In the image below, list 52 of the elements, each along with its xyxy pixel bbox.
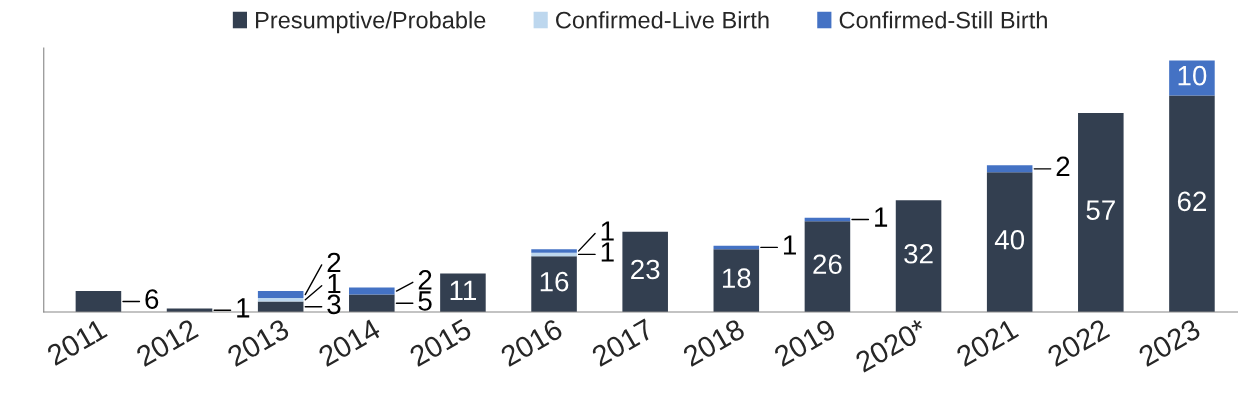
x-tick-label: 2018	[681, 318, 746, 368]
data-label: 2	[1056, 156, 1070, 177]
bar	[349, 287, 395, 295]
x-tick-label: 2021	[955, 318, 1020, 368]
bar	[986, 172, 1033, 312]
x-tick-label: 2014	[317, 317, 382, 368]
bar	[1169, 95, 1215, 312]
data-label: 1	[237, 298, 250, 318]
data-label: 1	[601, 221, 614, 241]
x-tick-label: 2016	[499, 318, 564, 368]
data-label: 6	[145, 289, 159, 309]
x-tick-label: 2013	[226, 318, 291, 368]
data-label: 2	[418, 270, 432, 290]
data-label: 2	[327, 252, 341, 273]
x-tick-label: 2022	[1046, 318, 1111, 368]
bar	[986, 165, 1033, 173]
bar	[622, 231, 668, 312]
x-tick-label: 2015	[408, 318, 473, 368]
bar	[349, 294, 395, 312]
data-label: 1	[783, 235, 796, 255]
data-label: 57	[1086, 200, 1115, 220]
legend-label: Confirmed-Still Birth	[839, 11, 1047, 29]
legend-label: Presumptive/Probable	[256, 11, 486, 34]
bar	[804, 221, 851, 312]
data-label: 1	[601, 242, 614, 262]
data-label: 32	[904, 243, 933, 264]
bar	[75, 291, 122, 312]
data-label: 3	[327, 294, 341, 315]
data-label: 26	[813, 254, 842, 275]
bar	[895, 200, 942, 312]
data-label: 40	[994, 229, 1025, 250]
bar	[257, 291, 304, 299]
data-label: 62	[1177, 191, 1206, 212]
data-label: 16	[540, 271, 569, 292]
legend-label: Confirmed-Live Birth	[556, 11, 769, 29]
bar	[531, 256, 577, 312]
data-label: 10	[1178, 65, 1207, 86]
bar	[1078, 112, 1124, 312]
data-label: 23	[631, 259, 660, 280]
data-label: 1	[328, 273, 341, 293]
bar	[257, 298, 304, 302]
x-tick-label: 2017	[590, 318, 655, 368]
x-tick-label: 2023	[1137, 318, 1202, 368]
bar	[713, 249, 760, 312]
bar	[531, 249, 577, 253]
data-label: 18	[722, 268, 751, 289]
x-tick-label: 2019	[772, 318, 837, 368]
x-tick-label: 2011	[45, 318, 108, 367]
data-label: 5	[418, 291, 432, 311]
x-tick-label: 2012	[135, 318, 199, 368]
data-label: 11	[450, 280, 476, 300]
data-label: 1	[875, 207, 888, 227]
